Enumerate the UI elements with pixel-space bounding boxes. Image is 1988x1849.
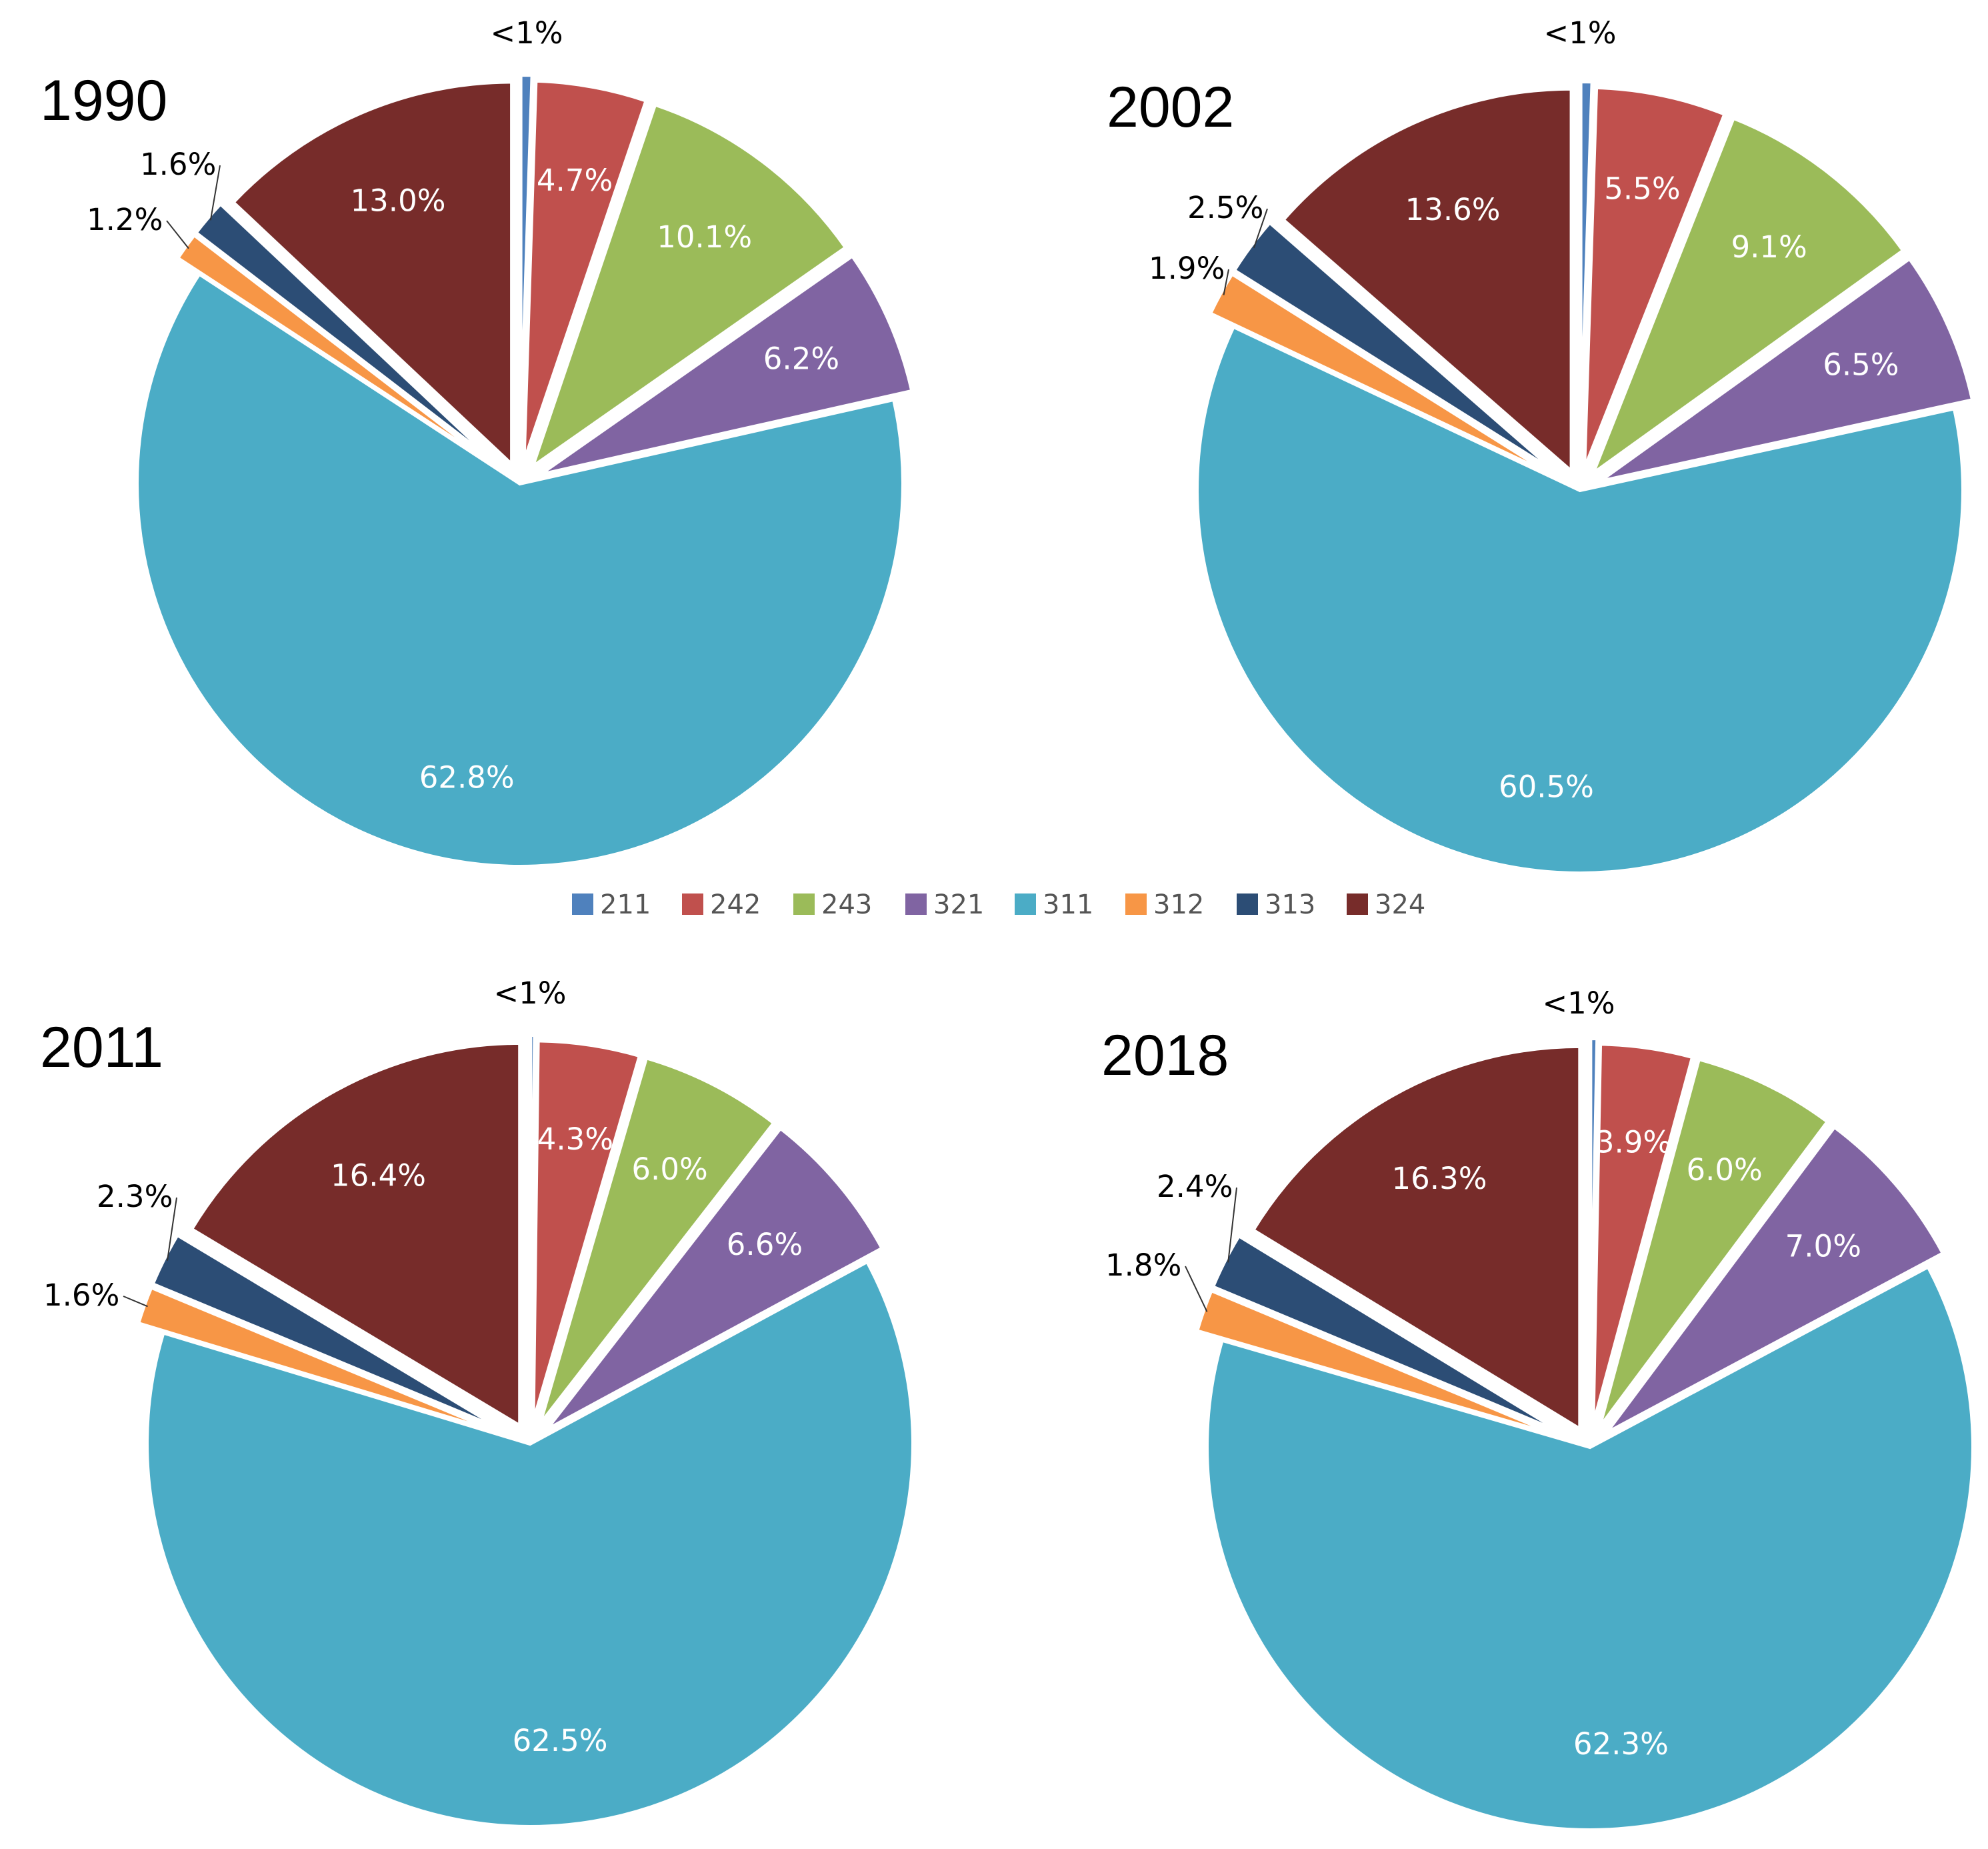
slice-242 <box>1582 85 1728 471</box>
slice-313 <box>1209 1232 1567 1437</box>
data-label-243: 9.1% <box>1731 229 1807 265</box>
slice-321 <box>543 1125 885 1433</box>
slice-324 <box>230 79 515 470</box>
leader-line-312 <box>1185 1266 1208 1312</box>
data-label-324: 16.3% <box>1392 1161 1487 1196</box>
slice-311 <box>1195 323 1965 875</box>
data-label-313: 2.5% <box>1187 190 1263 225</box>
pie-chart-2002: 2002 <1% 5.5% 9.1% 6.5% 60.5% 1.9% 2.5% 13.6% <box>1107 15 1975 875</box>
chart-title: 1990 <box>40 69 167 133</box>
pie-chart-2011: 2011 <1% 4.3% 6.0% 6.6% 62.5% 1.6% 2.3% 16.4% <box>40 976 915 1830</box>
chart-title: 2018 <box>1101 1024 1229 1088</box>
slice-313 <box>149 1232 507 1434</box>
slice-324 <box>1249 1044 1583 1434</box>
legend-swatch-313 <box>1237 893 1258 915</box>
data-label-313: 2.3% <box>97 1179 173 1214</box>
pie-chart-2018: 2018 <1% 3.9% 6.0% 7.0% 62.3% 1.8% 2.4% 16.3% <box>1101 986 1975 1832</box>
data-label-313: 1.6% <box>140 147 216 182</box>
data-label-243: 6.0% <box>1686 1152 1762 1188</box>
legend: 211 242 243 321 311 312 313 324 <box>572 889 1425 920</box>
slice-211 <box>1588 1036 1600 1422</box>
slice-311 <box>1205 1264 1975 1832</box>
data-label-311: 62.5% <box>513 1723 608 1758</box>
legend-label-324: 324 <box>1375 889 1425 920</box>
legend-label-242: 242 <box>710 889 761 920</box>
leader-line-312 <box>1223 269 1229 295</box>
data-label-242: 5.5% <box>1604 171 1680 206</box>
data-label-312: 1.6% <box>43 1278 119 1313</box>
slice-311 <box>135 271 905 869</box>
slice-312 <box>1207 271 1558 479</box>
data-label-313: 2.4% <box>1157 1169 1233 1204</box>
legend-label-211: 211 <box>600 889 651 920</box>
data-label-324: 16.4% <box>331 1158 426 1194</box>
data-label-311: 60.5% <box>1499 769 1594 805</box>
slice-321 <box>1603 1124 1947 1436</box>
data-label-211: <1% <box>1542 986 1615 1021</box>
leader-line-313 <box>209 165 221 221</box>
data-label-321: 6.2% <box>763 341 839 377</box>
legend-label-312: 312 <box>1153 889 1204 920</box>
slice-211 <box>528 1032 537 1419</box>
data-label-311: 62.3% <box>1573 1726 1669 1762</box>
legend-swatch-242 <box>682 893 703 915</box>
slice-243 <box>1587 115 1907 480</box>
slice-321 <box>1597 255 1975 484</box>
slice-313 <box>1231 219 1560 476</box>
slice-311 <box>145 1258 915 1830</box>
data-label-211: <1% <box>490 15 563 51</box>
slice-313 <box>193 200 501 468</box>
data-label-321: 6.5% <box>1823 347 1899 382</box>
legend-swatch-321 <box>905 893 927 915</box>
data-label-243: 10.1% <box>657 219 752 255</box>
slice-243 <box>528 101 849 473</box>
data-label-211: <1% <box>1543 15 1616 51</box>
leader-line-313 <box>1253 208 1268 249</box>
data-label-312: 1.8% <box>1105 1248 1181 1283</box>
leader-line-312 <box>166 220 189 249</box>
data-label-324: 13.6% <box>1405 192 1501 227</box>
data-label-242: 3.9% <box>1595 1124 1671 1160</box>
legend-label-313: 313 <box>1265 889 1315 920</box>
legend-label-243: 243 <box>821 889 872 920</box>
data-label-243: 6.0% <box>631 1152 707 1187</box>
data-label-311: 62.8% <box>419 759 515 795</box>
data-label-312: 1.9% <box>1149 251 1225 286</box>
slice-242 <box>531 1038 643 1425</box>
slice-312 <box>174 231 500 470</box>
slice-243 <box>1597 1056 1831 1430</box>
slice-242 <box>521 78 649 465</box>
leader-line-312 <box>123 1296 148 1308</box>
slice-324 <box>188 1040 523 1430</box>
legend-label-321: 321 <box>933 889 984 920</box>
slice-324 <box>1279 86 1574 477</box>
chart-title: 2011 <box>40 1016 163 1080</box>
chart-title: 2002 <box>1107 75 1234 139</box>
legend-label-311: 311 <box>1043 889 1093 920</box>
data-label-324: 13.0% <box>351 183 446 219</box>
pie-chart-1990: 1990 <1% 4.7% 10.1% 6.2% 62.8% 1.2% 1.6% 13.0% <box>40 15 915 869</box>
legend-swatch-211 <box>572 893 593 915</box>
legend-swatch-311 <box>1015 893 1036 915</box>
leader-line-313 <box>1227 1187 1237 1263</box>
slice-312 <box>1194 1288 1566 1440</box>
slice-211 <box>518 73 535 459</box>
legend-swatch-312 <box>1125 893 1147 915</box>
data-label-321: 6.6% <box>727 1227 803 1262</box>
legend-swatch-324 <box>1347 893 1368 915</box>
data-label-211: <1% <box>493 976 566 1011</box>
slice-242 <box>1591 1042 1695 1428</box>
slice-243 <box>537 1055 777 1428</box>
slice-211 <box>1578 79 1595 465</box>
legend-swatch-243 <box>793 893 815 915</box>
data-label-321: 7.0% <box>1785 1228 1861 1264</box>
leader-line-313 <box>166 1197 177 1261</box>
data-label-242: 4.7% <box>537 163 613 198</box>
data-label-242: 4.3% <box>537 1122 613 1157</box>
data-label-312: 1.2% <box>87 202 163 237</box>
slice-321 <box>537 253 915 477</box>
